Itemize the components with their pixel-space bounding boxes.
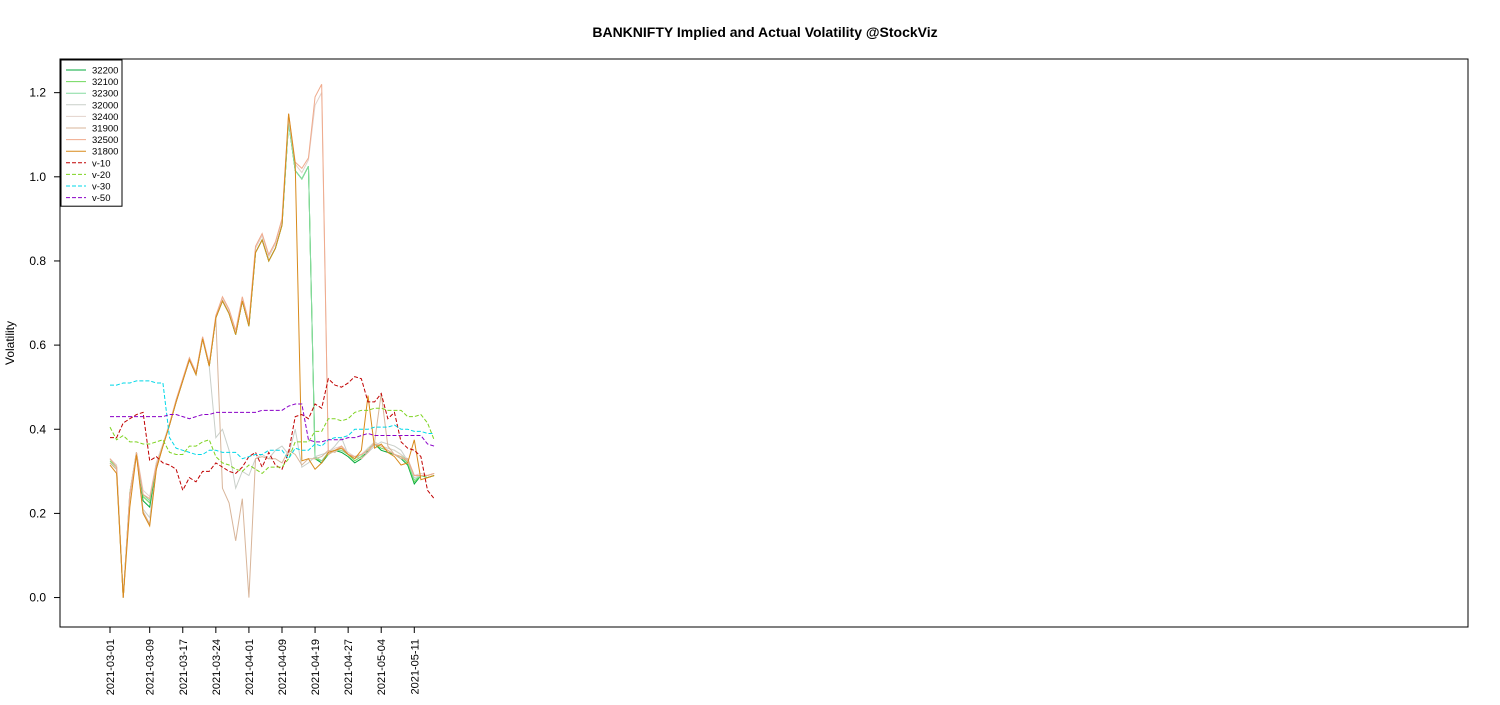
y-tick-label: 0.2: [29, 506, 46, 520]
x-tick-label: 2021-04-01: [244, 639, 256, 695]
x-tick-label: 2021-04-09: [277, 639, 289, 695]
series-line-v-50: [110, 403, 435, 447]
chart-title: BANKNIFTY Implied and Actual Volatility …: [592, 24, 937, 40]
y-tick-label: 0.0: [29, 591, 46, 605]
series-line-32200: [109, 122, 435, 598]
legend-label: v-10: [92, 158, 110, 169]
series-line-31800: [109, 113, 435, 598]
series-line-32400: [109, 92, 435, 598]
x-tick-label: 2021-03-09: [145, 639, 157, 695]
x-tick-label: 2021-04-19: [310, 639, 322, 695]
x-tick-label: 2021-03-24: [211, 639, 223, 695]
y-tick-label: 0.6: [29, 338, 46, 352]
x-tick-label: 2021-03-01: [105, 639, 117, 695]
legend-label: v-50: [92, 193, 110, 204]
series-line-32000: [109, 338, 435, 598]
legend-label: 31900: [92, 124, 118, 135]
y-tick-label: 1.0: [29, 170, 46, 184]
x-tick-label: 2021-04-27: [343, 639, 355, 695]
y-tick-label: 1.2: [29, 86, 46, 100]
series-line-v-20: [109, 407, 435, 475]
legend-label: 32500: [92, 135, 118, 146]
legend-label: v-30: [92, 182, 110, 193]
y-tick-label: 0.4: [29, 422, 46, 436]
x-tick-label: 2021-03-17: [178, 639, 190, 695]
series-line-32300: [109, 122, 435, 598]
series-layer: [109, 84, 435, 598]
series-line-32100: [109, 122, 435, 598]
x-axis: 2021-03-01 2021-03-09 2021-03-17 2021-03-24…: [105, 627, 421, 695]
legend-label: 31800: [92, 147, 118, 158]
plot-frame: [59, 58, 1469, 628]
legend-label: v-20: [92, 170, 110, 181]
legend-label: 32300: [92, 89, 118, 100]
legend: 3220032100323003200032400319003250031800…: [60, 59, 123, 207]
x-tick-label: 2021-05-04: [376, 639, 388, 695]
legend-label: 32400: [92, 112, 118, 123]
y-axis: 0.0 0.2 0.4 0.6 0.8 1.0 1.2: [29, 86, 60, 605]
series-line-v-10: [110, 376, 435, 499]
y-tick-label: 0.8: [29, 254, 46, 268]
legend-label: 32100: [92, 77, 118, 88]
series-line-v-30: [110, 380, 435, 460]
x-tick-label: 2021-05-11: [409, 639, 421, 694]
series-line-32500: [109, 84, 435, 598]
legend-label: 32000: [92, 100, 118, 111]
legend-box: [60, 59, 123, 207]
y-axis-label: Volatility: [3, 321, 17, 365]
legend-label: 32200: [92, 66, 118, 77]
